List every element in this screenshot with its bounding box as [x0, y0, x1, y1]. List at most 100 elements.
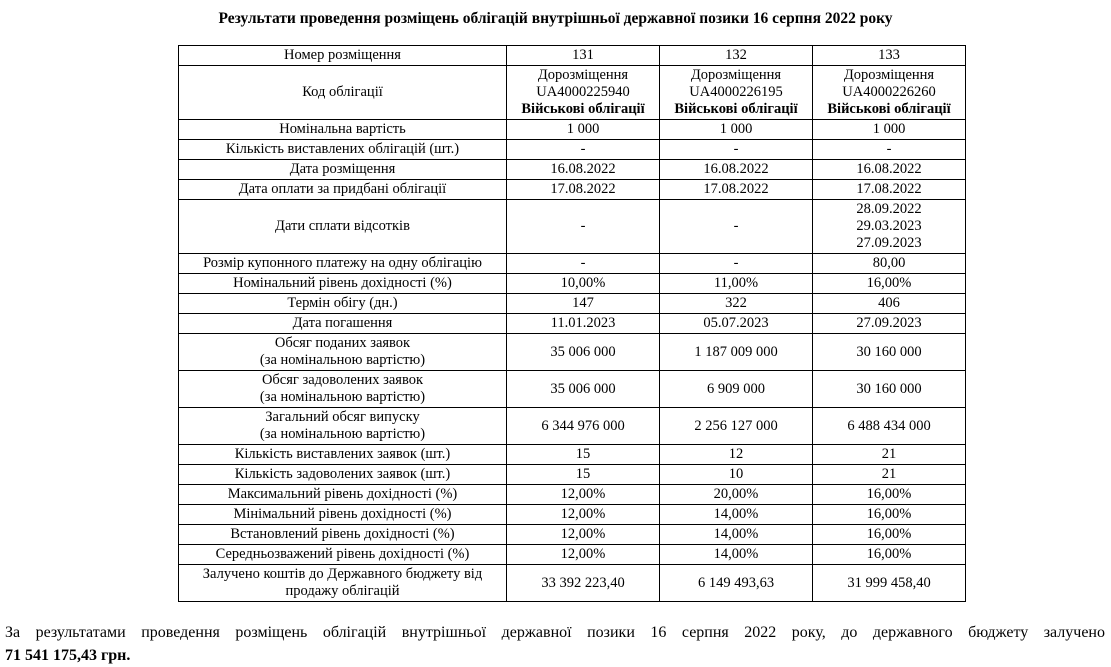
bond-code-line: Дорозміщення: [690, 67, 782, 83]
row-value: 35 006 000: [506, 333, 660, 371]
row-value: Дорозміщення UA4000226195 Військові обліга…: [659, 65, 813, 120]
table-row: Код облігації Дорозміщення UA4000225940 Вій…: [178, 65, 966, 120]
row-label: Загальний обсяг випуску (за номінальною …: [178, 407, 507, 445]
bond-code-line: UA4000225940: [536, 84, 630, 100]
row-value: 05.07.2023: [659, 313, 813, 334]
row-label: Код облігації: [178, 65, 507, 120]
row-value: 17.08.2022: [506, 179, 660, 200]
row-label: Максимальний рівень дохідності (%): [178, 484, 507, 505]
row-value: 17.08.2022: [659, 179, 813, 200]
table-row: Номінальний рівень дохідності (%) 10,00% 1…: [178, 273, 966, 294]
row-value: 147: [506, 293, 660, 314]
row-value: 11.01.2023: [506, 313, 660, 334]
table-row: Загальний обсяг випуску (за номінальною …: [178, 407, 966, 445]
row-label: Термін обігу (дн.): [178, 293, 507, 314]
row-value: 1 000: [659, 119, 813, 140]
row-value: 6 909 000: [659, 370, 813, 408]
row-value: -: [659, 139, 813, 160]
row-value: 1 187 009 000: [659, 333, 813, 371]
row-label: Середньозважений рівень дохідності (%): [178, 544, 507, 565]
row-label: Обсяг поданих заявок (за номінальною вар…: [178, 333, 507, 371]
row-value: 33 392 223,40: [506, 564, 660, 602]
row-label: Номінальна вартість: [178, 119, 507, 140]
row-value: 1 000: [812, 119, 966, 140]
row-value: 31 999 458,40: [812, 564, 966, 602]
row-value: 28.09.2022 29.03.2023 27.09.2023: [812, 199, 966, 254]
table-row: Обсяг поданих заявок (за номінальною вар…: [178, 333, 966, 371]
row-value: 406: [812, 293, 966, 314]
row-value: 14,00%: [659, 544, 813, 565]
row-value: 16.08.2022: [506, 159, 660, 180]
row-value: -: [812, 139, 966, 160]
row-value: 10,00%: [506, 273, 660, 294]
row-value: 12,00%: [506, 484, 660, 505]
row-value: 21: [812, 444, 966, 465]
row-label: Дата оплати за придбані облігації: [178, 179, 507, 200]
table-row: Середньозважений рівень дохідності (%) 12…: [178, 544, 966, 565]
row-label: Обсяг задоволених заявок (за номінальною…: [178, 370, 507, 408]
table-row: Номінальна вартість 1 000 1 000 1 000: [178, 119, 966, 140]
row-value: 17.08.2022: [812, 179, 966, 200]
row-value: 14,00%: [659, 504, 813, 525]
row-value: -: [659, 253, 813, 274]
row-value: 16.08.2022: [659, 159, 813, 180]
bond-code-line: Дорозміщення: [843, 67, 935, 83]
row-value: 12,00%: [506, 544, 660, 565]
table-row: Максимальний рівень дохідності (%) 12,00%…: [178, 484, 966, 505]
row-label: Дати сплати відсотків: [178, 199, 507, 254]
row-value: 6 149 493,63: [659, 564, 813, 602]
row-value: 131: [506, 45, 660, 66]
row-value: 16,00%: [812, 524, 966, 545]
row-value: 1 000: [506, 119, 660, 140]
row-label: Дата розміщення: [178, 159, 507, 180]
table-row: Кількість виставлених облігацій (шт.) - - -: [178, 139, 966, 160]
row-value: -: [506, 253, 660, 274]
table-row: Дати сплати відсотків - -28.09.2022 29.03.…: [178, 199, 966, 254]
bond-code-line: Дорозміщення: [537, 67, 629, 83]
row-label: Встановлений рівень дохідності (%): [178, 524, 507, 545]
row-value: 14,00%: [659, 524, 813, 545]
row-value: -: [506, 199, 660, 254]
results-table-body: Номер розміщення 131 132 133 Код облігації До…: [178, 45, 966, 602]
row-value: 35 006 000: [506, 370, 660, 408]
row-value: -: [659, 199, 813, 254]
bond-type-label: Військові облігації: [827, 101, 951, 117]
row-value: 11,00%: [659, 273, 813, 294]
row-value: -: [506, 139, 660, 160]
row-value: 12,00%: [506, 504, 660, 525]
table-row: Кількість виставлених заявок (шт.) 15 12 21: [178, 444, 966, 465]
table-row: Встановлений рівень дохідності (%) 12,00%…: [178, 524, 966, 545]
row-label: Залучено коштів до Державного бюджету ві…: [178, 564, 507, 602]
bond-code-line: UA4000226260: [842, 84, 936, 100]
row-value: 15: [506, 444, 660, 465]
row-label: Кількість задоволених заявок (шт.): [178, 464, 507, 485]
row-value: Дорозміщення UA4000226260 Військові обліга…: [812, 65, 966, 120]
table-row: Термін обігу (дн.) 147 322 406: [178, 293, 966, 314]
summary-amount: 71 541 175,43 грн.: [5, 647, 131, 664]
row-label: Розмір купонного платежу на одну облігац…: [178, 253, 507, 274]
results-table: Номер розміщення 131 132 133 Код облігації До…: [178, 45, 966, 602]
table-row: Дата розміщення 16.08.2022 16.08.2022 16.08…: [178, 159, 966, 180]
row-label: Дата погашення: [178, 313, 507, 334]
row-value: 12: [659, 444, 813, 465]
row-value: 16,00%: [812, 504, 966, 525]
row-value: 6 488 434 000: [812, 407, 966, 445]
row-value: 80,00: [812, 253, 966, 274]
row-value: 27.09.2023: [812, 313, 966, 334]
row-value: 20,00%: [659, 484, 813, 505]
row-value: Дорозміщення UA4000225940 Військові обліга…: [506, 65, 660, 120]
table-row: Дата погашення 11.01.2023 05.07.2023 27.09.…: [178, 313, 966, 334]
summary-text: За результатами проведення розміщень обл…: [5, 624, 1105, 641]
table-row: Мінімальний рівень дохідності (%) 12,00% 1…: [178, 504, 966, 525]
row-value: 16,00%: [812, 273, 966, 294]
bond-code-line: UA4000226195: [689, 84, 783, 100]
row-value: 322: [659, 293, 813, 314]
summary-paragraph: За результатами проведення розміщень обл…: [5, 621, 1105, 667]
page-title: Результати проведення розміщень облігаці…: [218, 10, 893, 27]
row-label: Кількість виставлених заявок (шт.): [178, 444, 507, 465]
row-label: Мінімальний рівень дохідності (%): [178, 504, 507, 525]
row-value: 16,00%: [812, 484, 966, 505]
row-value: 2 256 127 000: [659, 407, 813, 445]
row-value: 12,00%: [506, 524, 660, 545]
